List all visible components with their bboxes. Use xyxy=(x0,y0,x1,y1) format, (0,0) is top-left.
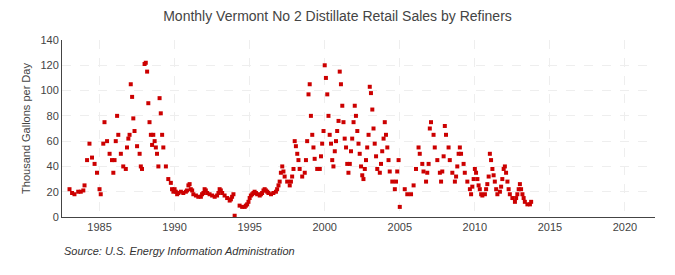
svg-text:60: 60 xyxy=(47,135,59,147)
svg-text:2015: 2015 xyxy=(538,221,562,233)
svg-text:140: 140 xyxy=(40,34,58,46)
svg-text:40: 40 xyxy=(47,160,59,172)
svg-text:Source: U.S. Energy Informatio: Source: U.S. Energy Information Administ… xyxy=(64,245,295,257)
svg-text:100: 100 xyxy=(40,84,58,96)
svg-text:1990: 1990 xyxy=(162,221,186,233)
svg-text:80: 80 xyxy=(47,110,59,122)
svg-text:Monthly Vermont No 2 Distillat: Monthly Vermont No 2 Distillate Retail S… xyxy=(163,8,512,24)
svg-text:0: 0 xyxy=(53,211,59,223)
svg-text:1995: 1995 xyxy=(237,221,261,233)
svg-text:Thousand Gallons per Day: Thousand Gallons per Day xyxy=(20,63,32,194)
svg-text:2010: 2010 xyxy=(463,221,487,233)
svg-text:2020: 2020 xyxy=(613,221,637,233)
svg-text:120: 120 xyxy=(40,59,58,71)
svg-text:1985: 1985 xyxy=(87,221,111,233)
svg-text:2000: 2000 xyxy=(312,221,336,233)
svg-text:2005: 2005 xyxy=(388,221,412,233)
svg-text:20: 20 xyxy=(47,186,59,198)
